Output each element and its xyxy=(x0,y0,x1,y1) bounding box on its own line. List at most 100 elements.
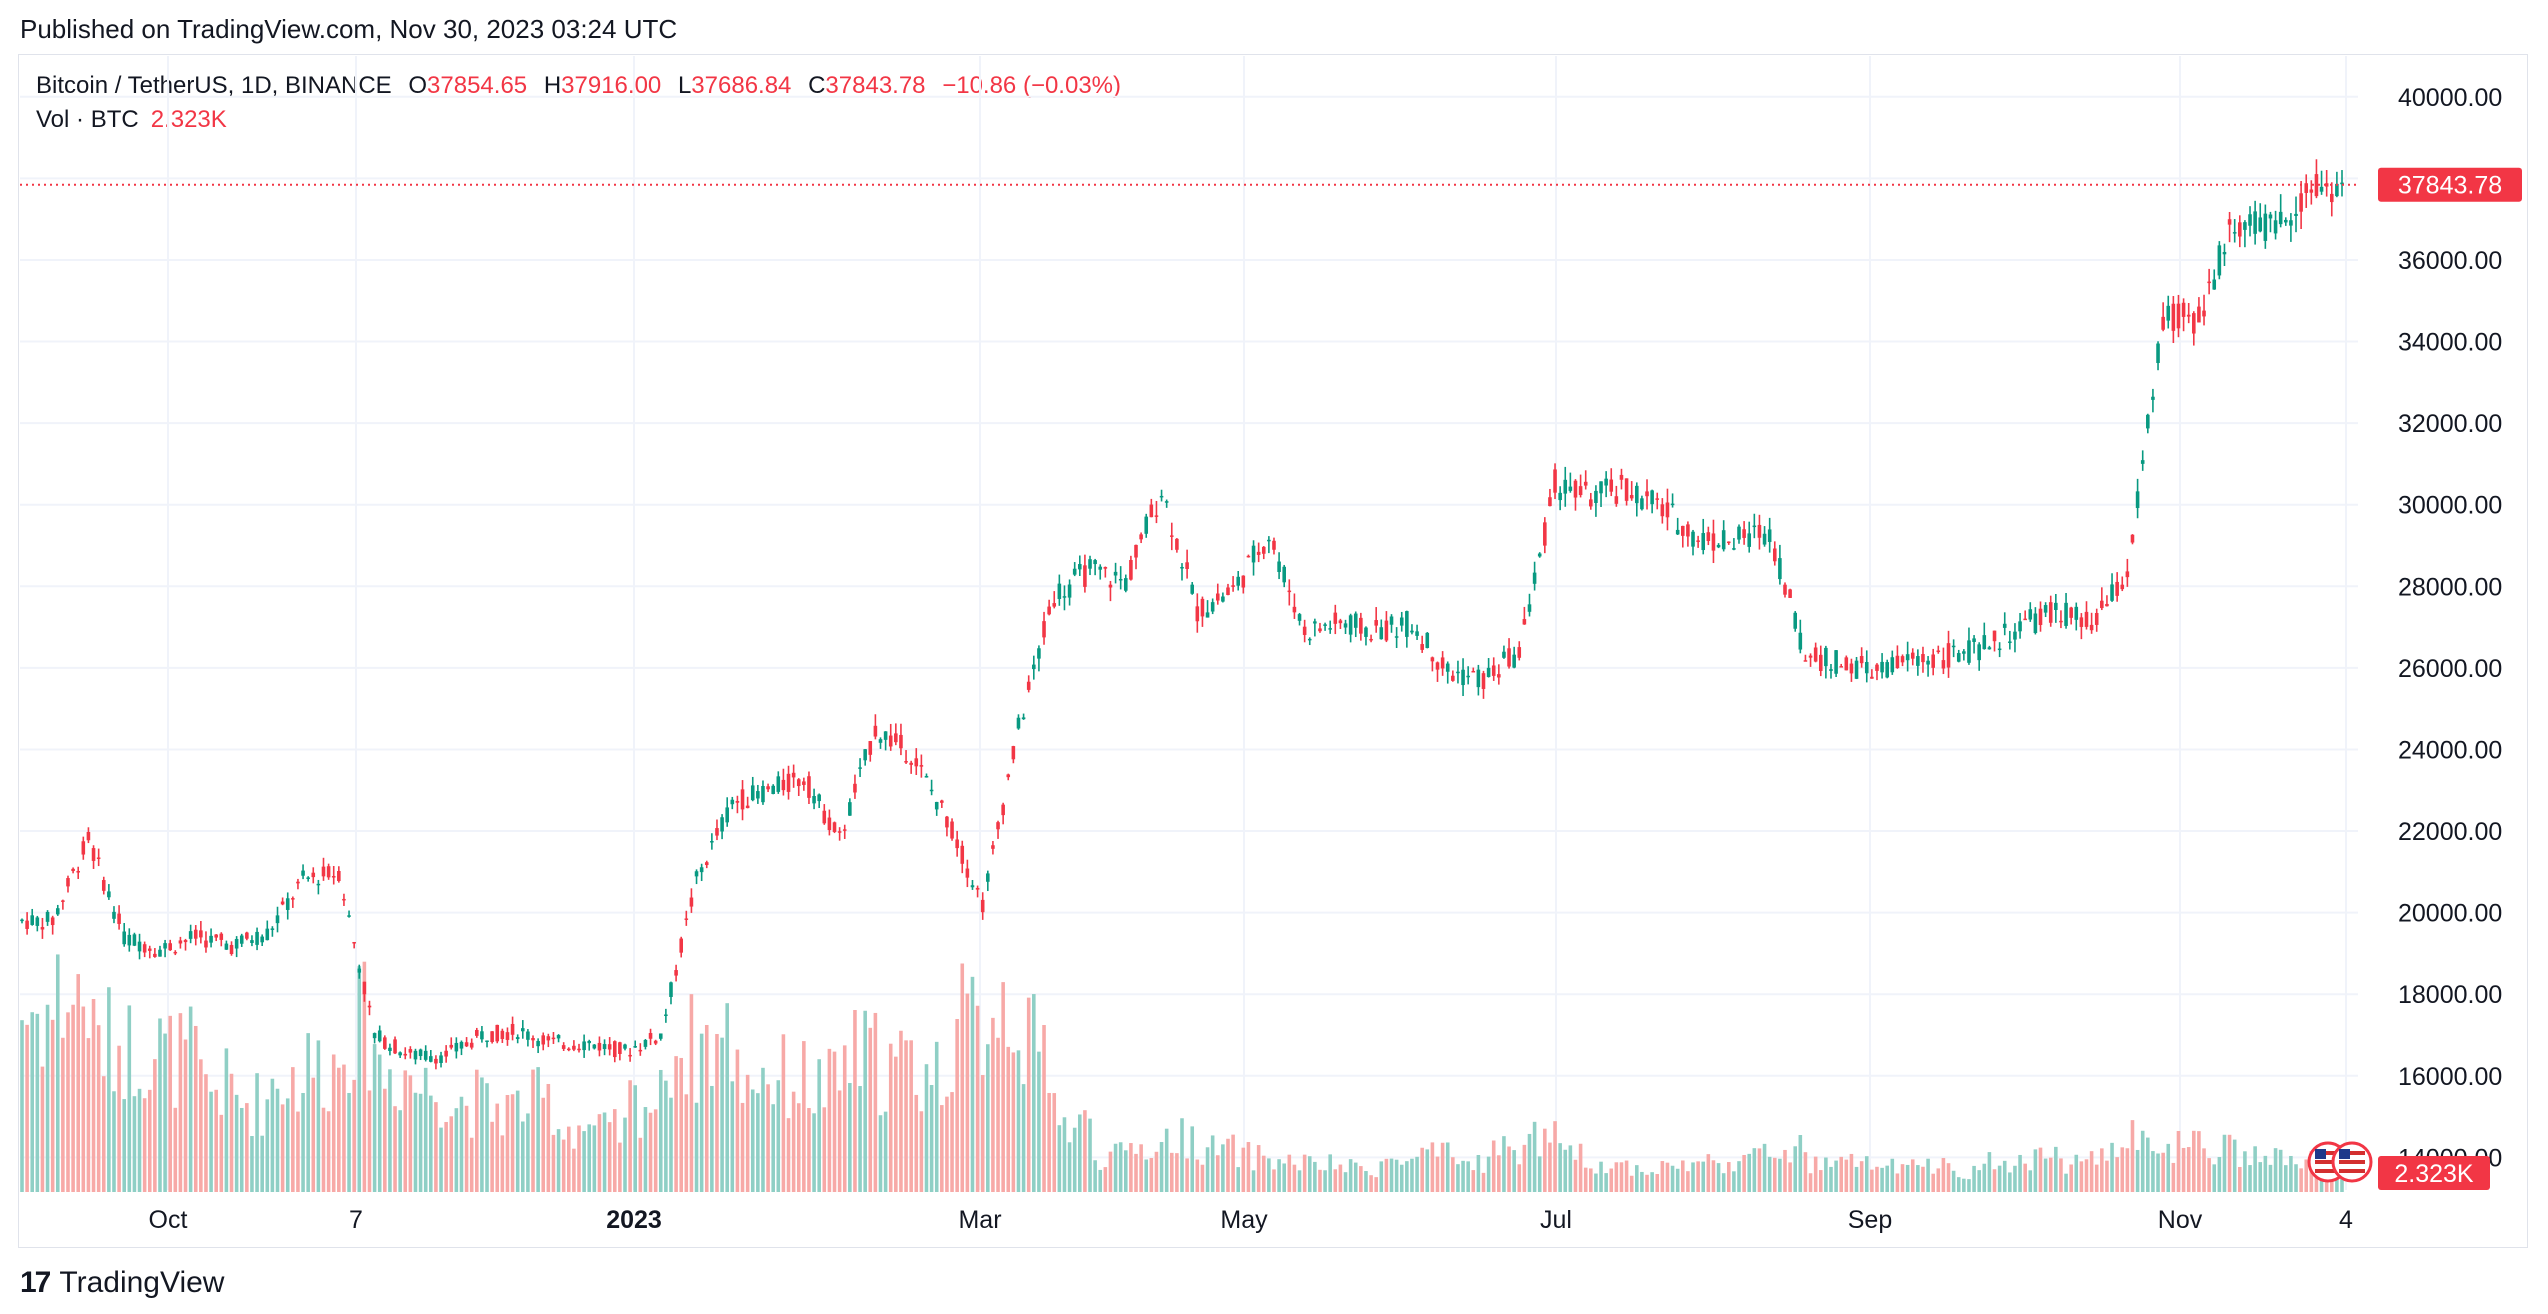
volume-bar xyxy=(1767,1156,1772,1192)
candle-body xyxy=(1456,671,1460,674)
candle-body xyxy=(331,876,336,878)
candle-body xyxy=(536,1040,540,1047)
volume-bar xyxy=(658,1069,663,1192)
volume-bar xyxy=(1839,1156,1843,1192)
tradingview-brand[interactable]: 17 TradingView xyxy=(20,1266,224,1300)
volume-bar xyxy=(1573,1159,1578,1192)
volume-bar xyxy=(2273,1148,2278,1192)
candle-body xyxy=(342,898,346,901)
volume-bar xyxy=(219,1114,224,1192)
candle-body xyxy=(909,762,913,765)
volume-bar xyxy=(1267,1158,1271,1192)
candle-body xyxy=(2074,606,2079,620)
volume-bar xyxy=(1410,1158,1414,1192)
candle-body xyxy=(2059,620,2063,623)
volume-bar xyxy=(899,1030,903,1192)
volume-bar xyxy=(1154,1151,1159,1192)
volume-bar xyxy=(291,1067,295,1192)
candle-body xyxy=(132,934,137,946)
candle-body xyxy=(975,887,980,890)
volume-bar xyxy=(1532,1121,1537,1192)
volume-bar xyxy=(1650,1172,1654,1192)
candle-body xyxy=(924,775,929,778)
candle-body xyxy=(1425,632,1430,648)
volume-bar xyxy=(633,1085,638,1192)
low-value: 37686.84 xyxy=(691,72,792,99)
volume-bar xyxy=(1389,1158,1394,1192)
volume-bar xyxy=(1323,1170,1327,1192)
candle-body xyxy=(664,1014,668,1017)
candle-body xyxy=(2094,613,2099,625)
candle-body xyxy=(1318,628,1322,632)
candle-body xyxy=(694,871,699,877)
candle-body xyxy=(30,915,35,925)
candle-body xyxy=(291,898,295,900)
candle-body xyxy=(955,839,959,849)
volume-bar xyxy=(188,1006,193,1192)
volume-bar xyxy=(2125,1148,2130,1192)
candle-body xyxy=(1829,669,1833,671)
volume-bar xyxy=(771,1104,775,1192)
volume-bar xyxy=(500,1135,505,1192)
candle-body xyxy=(1405,611,1409,637)
volume-bar xyxy=(1548,1142,1552,1192)
candle-body xyxy=(607,1044,612,1050)
volume-bar xyxy=(1139,1144,1143,1192)
volume-bar xyxy=(2217,1157,2222,1192)
candle-body xyxy=(1921,654,1925,663)
volume-bar xyxy=(1946,1163,1951,1192)
volume-bar xyxy=(35,1013,40,1192)
volume-bar xyxy=(1875,1166,1879,1192)
flag-stripe xyxy=(2339,1169,2365,1173)
candle-body xyxy=(1302,626,1307,635)
volume-bar xyxy=(1486,1156,1491,1192)
y-tick-label: 30000.00 xyxy=(2398,492,2502,520)
volume-bar xyxy=(536,1067,540,1192)
candle-body xyxy=(858,767,862,769)
volume-bar xyxy=(1864,1156,1869,1192)
candle-body xyxy=(1032,664,1036,670)
candle-body xyxy=(1905,654,1910,661)
volume-bar xyxy=(1461,1160,1465,1192)
candle-body xyxy=(720,817,724,832)
chart-frame[interactable] xyxy=(18,54,2528,1248)
volume-bar xyxy=(1445,1142,1450,1192)
candle-body xyxy=(776,776,781,792)
volume-bar xyxy=(2258,1162,2263,1192)
volume-bar xyxy=(1164,1128,1169,1192)
volume-bar xyxy=(280,1104,285,1192)
candle-body xyxy=(2054,602,2058,610)
candle-body xyxy=(1839,666,1843,668)
volume-bar xyxy=(1675,1168,1680,1192)
volume-bar xyxy=(199,1059,203,1192)
volume-bar xyxy=(1900,1164,1905,1192)
candle-body xyxy=(2227,219,2232,225)
candle-body xyxy=(1583,481,1588,486)
volume-bar xyxy=(1558,1143,1562,1192)
candle-body xyxy=(1681,525,1685,536)
candle-body xyxy=(168,943,172,951)
volume-bar xyxy=(1451,1157,1455,1192)
candle-body xyxy=(1553,469,1557,493)
volume-label[interactable]: Vol · BTC xyxy=(36,106,139,133)
volume-bar xyxy=(2064,1173,2068,1192)
candle-body xyxy=(2023,618,2027,621)
candle-body xyxy=(1497,674,1501,678)
candle-body xyxy=(1226,587,1230,596)
candle-body xyxy=(1589,499,1593,507)
volume-bar xyxy=(1471,1170,1476,1192)
volume-bar xyxy=(1854,1166,1859,1192)
symbol-label[interactable]: Bitcoin / TetherUS, 1D, BINANCE xyxy=(36,72,392,99)
last-volume-label: 2.323K xyxy=(2394,1160,2474,1188)
volume-bar xyxy=(2028,1170,2033,1192)
volume-bar xyxy=(822,1107,827,1192)
candle-body xyxy=(1895,655,1900,669)
volume-bar xyxy=(2263,1155,2268,1192)
volume-bar xyxy=(1088,1118,1092,1192)
volume-bar xyxy=(919,1111,924,1192)
volume-bar xyxy=(975,1005,980,1192)
volume-bar xyxy=(1047,1092,1051,1192)
candle-body xyxy=(2089,624,2094,631)
candle-body xyxy=(1941,660,1946,669)
